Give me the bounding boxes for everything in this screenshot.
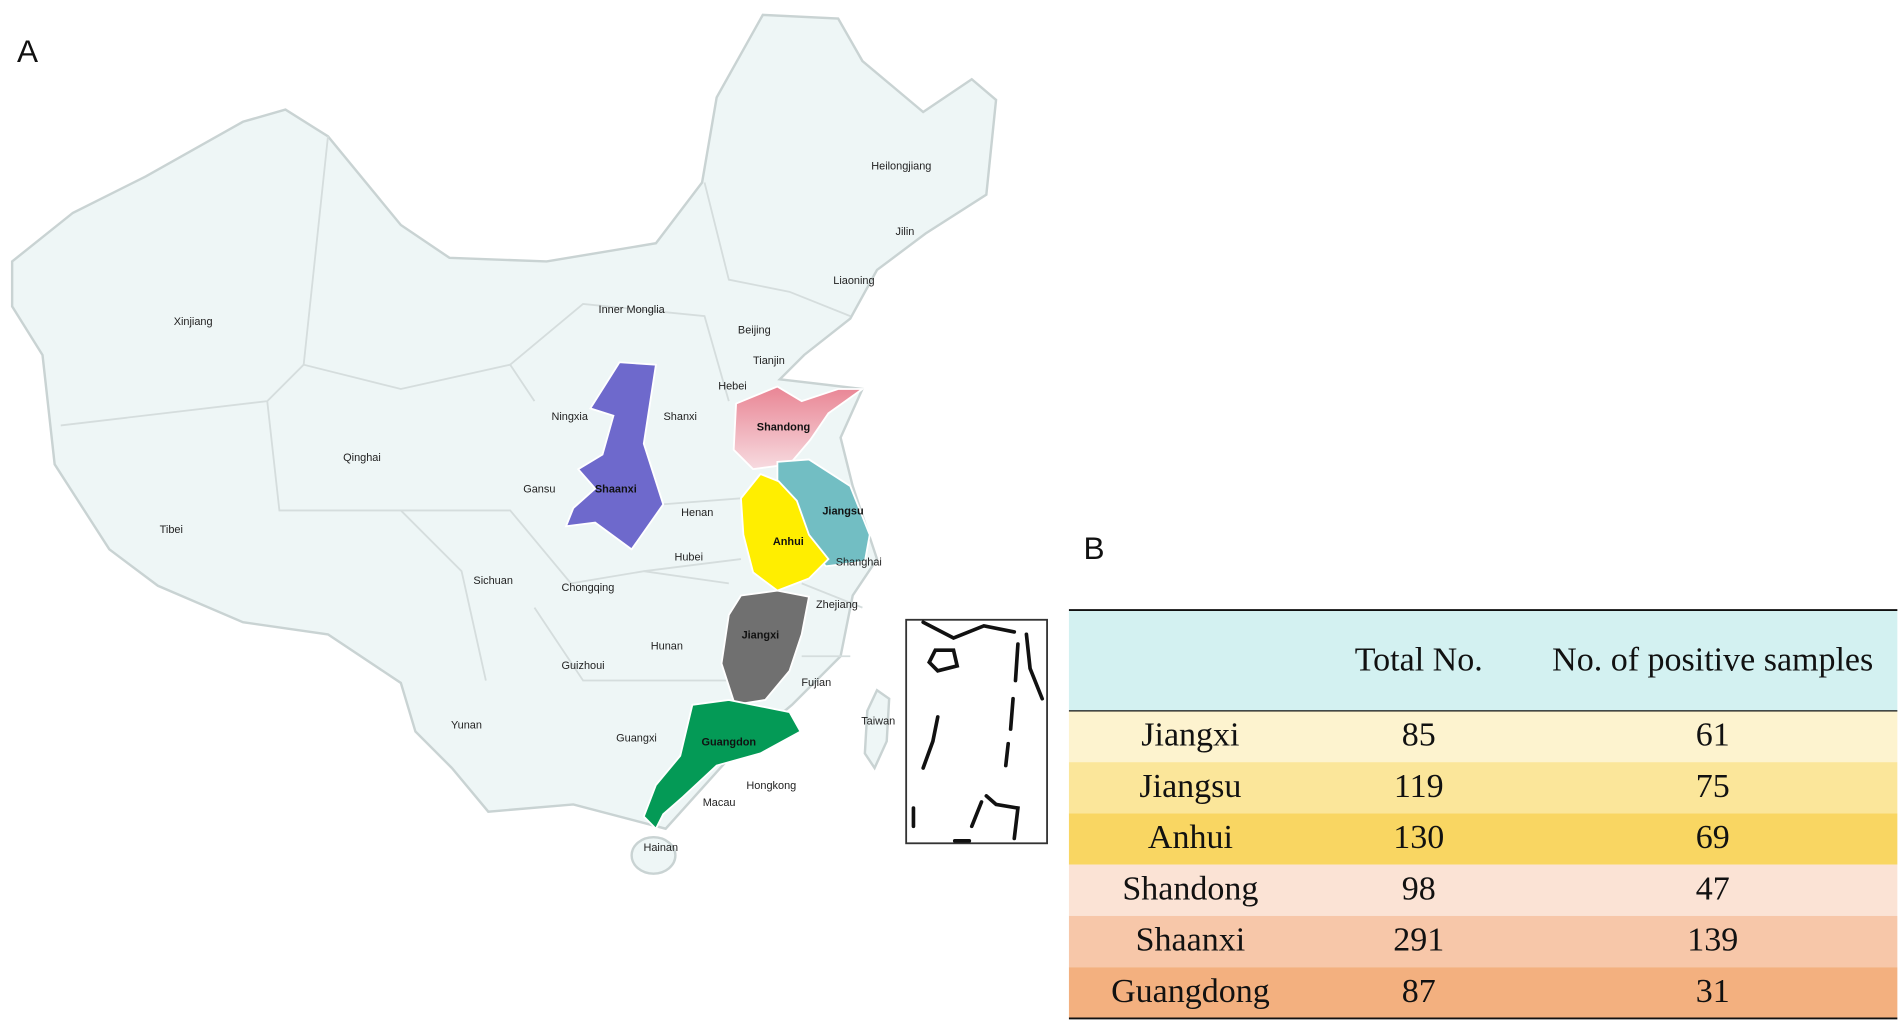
region-label: Hainan: [643, 842, 678, 854]
region-label: Tianjin: [753, 355, 785, 367]
province-borders: [60, 136, 863, 682]
table-cell: 69: [1696, 819, 1730, 856]
region-label: Heilongjiang: [871, 161, 931, 173]
taiwan: [863, 688, 891, 771]
table-cell: Jiangsu: [1139, 768, 1241, 805]
region-label: Henan: [681, 507, 713, 519]
column-header: No. of positive samples: [1552, 642, 1873, 679]
map-labels: Heilongjiang Jilin Liaoning Xinjiang Inner M…: [160, 161, 932, 854]
jiangxi-shape: [720, 589, 811, 706]
region-label: Hubei: [674, 552, 703, 564]
region-label: Gansu: [523, 484, 555, 496]
map: Heilongjiang Jilin Liaoning Xinjiang Inner M…: [10, 13, 1048, 875]
highlighted-label: Anhui: [773, 536, 804, 548]
inset: [905, 618, 1048, 845]
region-label: Macau: [703, 797, 736, 809]
region-label: Liaoning: [833, 275, 874, 287]
region-label: Beijing: [738, 325, 771, 337]
highlighted-label: Shandong: [757, 422, 810, 434]
region-label: Taiwan: [861, 716, 895, 728]
table-cell: 139: [1687, 922, 1738, 959]
table-cell: Shandong: [1122, 870, 1258, 907]
highlighted-label: Guangdon: [702, 736, 757, 748]
table-cell: Shaanxi: [1136, 922, 1246, 959]
inset-frame: [905, 618, 1048, 845]
table-cell: 47: [1696, 870, 1730, 907]
region-label: Hongkong: [746, 780, 796, 792]
table-cell: Jiangxi: [1141, 717, 1239, 754]
region-label: Shanxi: [664, 411, 697, 423]
column-header: Total No.: [1355, 642, 1483, 679]
table-cell: Anhui: [1148, 819, 1233, 856]
table-cell: 119: [1394, 768, 1444, 805]
region-label: Xinjiang: [174, 316, 213, 328]
table-row: [1068, 864, 1898, 916]
table-cell: 75: [1696, 768, 1730, 805]
hainan: [630, 836, 677, 875]
guangdong-shape: [642, 699, 802, 831]
table-cell: 31: [1696, 973, 1730, 1010]
highlighted-label: Jiangxi: [742, 629, 780, 641]
table-row: [1068, 710, 1898, 763]
table-cell: 130: [1393, 819, 1444, 856]
region-label: Yunan: [451, 719, 482, 731]
region-label: Chongqing: [561, 582, 614, 594]
region-label: Fujian: [801, 677, 831, 689]
table-row: [1068, 762, 1898, 814]
region-label: Ningxia: [551, 411, 588, 423]
region-label: Inner Monglia: [599, 304, 666, 316]
table-row: [1068, 813, 1898, 865]
shandong-shape: [732, 385, 866, 471]
region-label: Jilin: [896, 226, 915, 238]
country-outline: [10, 13, 998, 831]
table-header: [1068, 610, 1898, 711]
table-row: [1068, 967, 1898, 1019]
region-label: Guangxi: [616, 733, 657, 745]
region-label: Guizhoui: [561, 660, 604, 672]
table-cell: 87: [1402, 973, 1436, 1010]
table-row: [1068, 915, 1898, 968]
table: Total No. No. of positive samples Jiangxi 8…: [1068, 609, 1898, 1020]
region-label: Shanghai: [836, 557, 882, 569]
region-label: Hebei: [718, 380, 747, 392]
region-label: Qinghai: [343, 452, 381, 464]
highlighted-label: Shaanxi: [595, 484, 637, 496]
region-label: Zhejiang: [816, 599, 858, 611]
table-cell: 85: [1402, 717, 1436, 754]
table-cell: 98: [1402, 870, 1436, 907]
region-label: Hunan: [651, 640, 683, 652]
shaanxi-shape: [564, 361, 665, 551]
table-cell: 61: [1696, 717, 1730, 754]
region-label: Sichuan: [473, 575, 512, 587]
table-cell: 291: [1393, 922, 1444, 959]
anhui-shape: [740, 472, 830, 592]
region-label: Tibei: [160, 524, 183, 536]
table-cell: Guangdong: [1111, 973, 1270, 1010]
highlighted-label: Jiangsu: [822, 506, 863, 518]
panel-label: A: [17, 33, 38, 69]
panel-label: B: [1084, 530, 1105, 566]
inset-lines: [911, 620, 1045, 843]
